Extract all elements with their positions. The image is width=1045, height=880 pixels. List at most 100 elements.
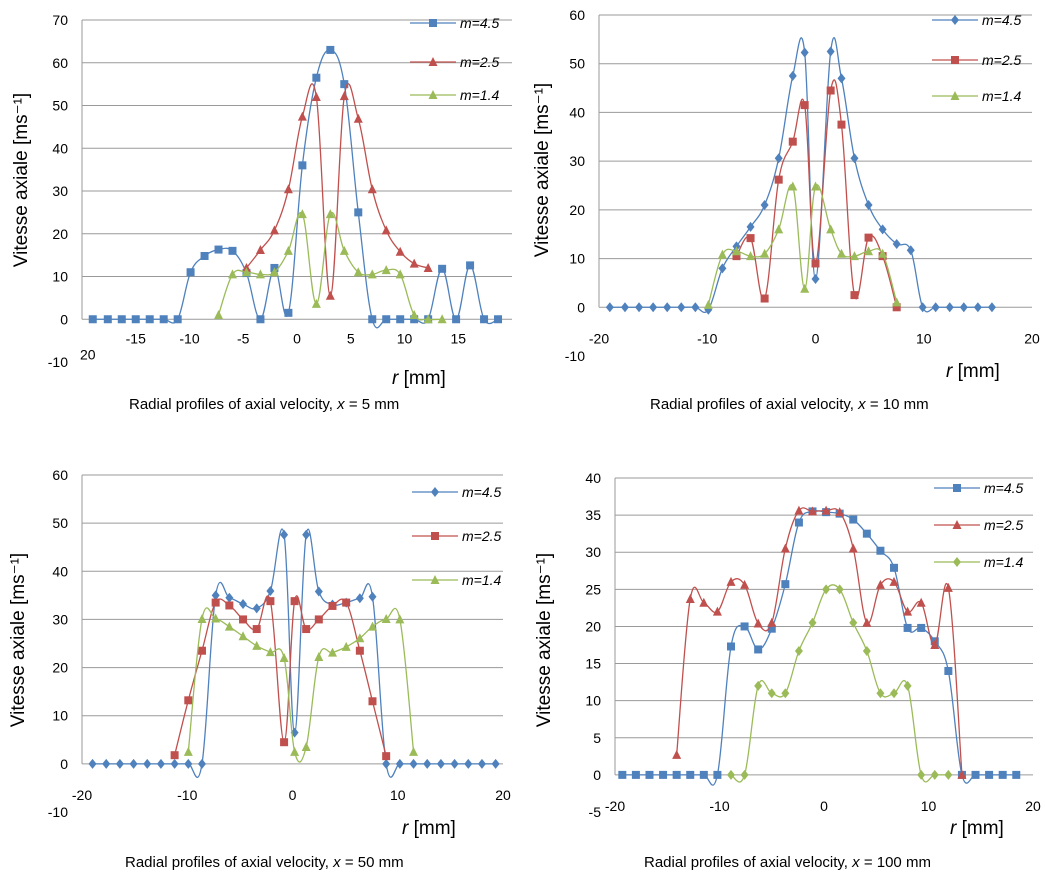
chart-svg-4: 40 35 30 25 20 15 10 5 0 -5 -20 -10 0 10 20 Vitesse axi… [534,470,1041,839]
data-point [691,302,700,313]
data-point [892,238,901,249]
legend-label: m=4.5 [462,484,502,500]
data-point [746,251,756,261]
legend-entry: m=2.5 [932,52,1022,68]
legend-label: m=4.5 [984,480,1024,496]
y-tick-label: 30 [569,153,585,169]
data-point [774,153,783,164]
y-tick-label: 30 [52,183,68,199]
series-line [245,83,429,297]
data-point [367,184,377,194]
data-point [214,309,224,319]
x-tick-label: -20 [589,330,609,346]
data-point [930,640,940,649]
data-point [423,758,432,769]
data-point [328,601,337,610]
gridlines [82,19,512,320]
data-point [717,249,727,259]
data-point [781,580,790,589]
data-point [878,248,888,258]
series-m=2.5 [170,595,391,761]
data-point [269,267,279,277]
data-point [211,590,220,601]
caption-var: x [852,854,860,871]
caption-eq: = 50 mm [340,854,404,871]
y-tick-label: 20 [569,202,585,218]
data-point [184,758,193,769]
legend-entry: m=4.5 [410,15,500,31]
legend-marker [951,15,959,25]
data-point [423,314,433,324]
x-tick-label: -10 [709,798,729,814]
legend-label: m=1.4 [982,88,1022,104]
legend-entry: m=2.5 [412,528,502,544]
y-axis-title: Vitesse axiale [ms⁻¹] [534,553,555,727]
x-tick-label: 10 [921,798,937,814]
y-tick-label: 10 [569,251,585,267]
x-tick-label: 0 [293,330,301,346]
legend-entry: m=2.5 [934,517,1024,533]
caption-text: Radial profiles of axial velocity, [129,396,338,413]
data-point [862,645,871,656]
legend-marker [428,57,438,66]
data-point [848,543,858,553]
data-point [302,529,311,540]
data-point [159,315,168,324]
data-point [494,315,503,324]
data-point [381,225,391,235]
data-point [959,302,968,313]
data-point [297,209,307,219]
series-line [735,79,898,308]
data-point [410,315,419,324]
data-point [480,315,489,324]
data-point [368,591,377,602]
x-tick-label: 20 [1025,798,1041,814]
series-m=1.4 [183,607,419,763]
legend-marker [951,56,959,64]
data-point [170,758,179,769]
data-point [985,770,994,779]
data-point [746,221,755,232]
data-point [266,586,275,597]
chart-caption-2: Radial profiles of axial velocity, x = 1… [650,396,929,413]
data-point [740,579,750,589]
data-point [252,640,262,650]
data-point [452,315,461,324]
data-point [686,770,695,779]
data-point [283,184,293,194]
chart-caption-3: Radial profiles of axial velocity, x = 5… [125,854,404,871]
caption-var: x [858,396,866,413]
data-point [906,245,915,256]
data-point [200,251,209,260]
data-point [224,621,234,631]
data-point [836,248,846,258]
data-point [327,647,337,657]
data-point [382,758,391,769]
data-point [266,597,275,606]
data-point [436,758,445,769]
data-point [862,529,871,538]
data-point [477,758,486,769]
data-point [760,248,770,258]
legend-entry: m=4.5 [932,12,1022,28]
data-point [826,224,836,234]
x-tick-label: -10 [179,330,199,346]
series-m=4.5 [605,37,996,315]
legend-entry: m=1.4 [410,87,500,103]
data-point [794,505,804,515]
data-point [876,688,885,699]
chart-caption-4: Radial profiles of axial velocity, x = 1… [644,854,931,871]
legend-marker [431,487,439,497]
data-point [353,267,363,277]
data-point [225,601,234,610]
y-tick-label: 20 [52,226,68,242]
data-point [312,73,321,82]
data-point [197,646,206,655]
legend-label: m=1.4 [462,572,502,588]
data-point [353,113,363,123]
data-point [774,224,784,234]
data-point [943,582,953,592]
data-point [314,651,324,661]
